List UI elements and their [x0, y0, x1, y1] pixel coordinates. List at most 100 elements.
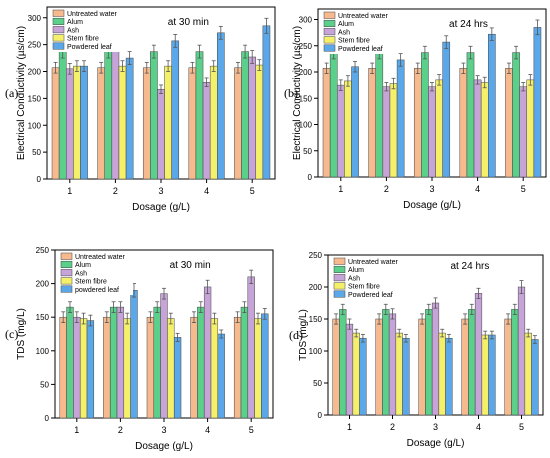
x-tick-label: 4: [475, 184, 480, 194]
bar-leaf: [351, 66, 359, 178]
legend-swatch: [52, 17, 65, 25]
bar-ash: [160, 293, 168, 419]
bar-alum: [329, 52, 338, 178]
bar-alum: [104, 51, 113, 180]
legend-swatch: [60, 277, 73, 285]
legend-swatch: [333, 290, 346, 298]
bar-ash: [345, 323, 354, 416]
bar-alum: [197, 306, 205, 419]
x-axis-label: Dosage (g/L): [135, 441, 193, 452]
x-tick-label: 4: [205, 425, 210, 435]
bar-untreated: [97, 67, 105, 180]
legend-label: Stem fibre: [75, 279, 107, 286]
bar-alum: [468, 309, 476, 416]
bar-untreated: [332, 318, 340, 416]
y-tick-label: 100: [36, 347, 50, 356]
bar-untreated: [459, 68, 468, 178]
x-tick-label: 5: [249, 425, 254, 435]
bar-untreated: [142, 67, 151, 180]
legend-swatch: [333, 282, 346, 290]
y-tick-label: 300: [28, 14, 42, 23]
x-axis-label: Dosage (g/L): [132, 202, 190, 213]
legend-label: Ash: [75, 270, 87, 277]
bar-alum: [512, 52, 520, 178]
y-tick-label: 250: [309, 251, 323, 260]
y-tick-label: 200: [36, 280, 50, 289]
bar-ash: [73, 316, 81, 419]
chart-panel-b: 0 50 100 150 200 250 300 1 2 3 4 5 Untreated waterAl…: [284, 8, 547, 211]
bar-stem: [210, 318, 219, 419]
bar-untreated: [504, 318, 512, 416]
y-tick-label: 50: [313, 379, 322, 388]
bar-ash: [517, 286, 526, 416]
panel-letter: (c): [5, 327, 18, 341]
x-tick-label: 3: [161, 425, 166, 435]
bar-ash: [65, 68, 74, 180]
y-tick-label: 0: [45, 414, 50, 423]
bar-untreated: [234, 67, 242, 180]
bar-stem: [389, 83, 398, 178]
legend-swatch: [333, 265, 346, 273]
y-tick-label: 200: [299, 68, 313, 77]
bar-untreated: [190, 316, 198, 419]
bar-stem: [123, 318, 131, 419]
bar-untreated: [59, 316, 67, 419]
y-tick-label: 0: [308, 173, 313, 182]
legend-label: Alum: [348, 267, 364, 274]
legend-label: Stem fibre: [348, 284, 380, 291]
bar-alum: [382, 309, 390, 416]
x-tick-label: 1: [338, 184, 343, 194]
bar-alum: [511, 309, 519, 416]
bar-stem: [526, 79, 535, 178]
legend-label: Ash: [67, 27, 79, 34]
x-tick-label: 1: [347, 422, 352, 432]
legend-label: Untreated water: [338, 13, 388, 20]
legend-swatch: [52, 34, 65, 42]
bar-untreated: [418, 318, 426, 416]
x-tick-label: 5: [250, 186, 255, 196]
bar-ash: [157, 88, 165, 180]
legend-label: Ash: [348, 275, 360, 282]
y-tick-label: 250: [299, 42, 313, 51]
y-tick-label: 0: [37, 175, 42, 184]
y-tick-label: 100: [299, 121, 313, 130]
x-tick-label: 5: [521, 184, 526, 194]
bar-ash: [382, 86, 391, 178]
panel-letter: (d): [289, 328, 303, 342]
bar-leaf: [396, 59, 405, 178]
legend-swatch: [323, 44, 336, 52]
bar-alum: [240, 306, 249, 419]
bar-leaf: [531, 339, 539, 416]
legend-label: Stem fibre: [338, 38, 370, 45]
bar-leaf: [261, 313, 269, 419]
time-annotation: at 30 min: [170, 260, 211, 271]
bar-ash: [111, 30, 120, 180]
legend-swatch: [60, 252, 73, 260]
bar-ash: [473, 79, 482, 178]
bar-untreated: [51, 67, 60, 180]
bar-untreated: [375, 318, 383, 416]
legend-label: Powdered leaf: [338, 46, 383, 53]
bar-alum: [109, 306, 118, 419]
bar-ash: [203, 286, 212, 419]
x-tick-label: 2: [384, 184, 389, 194]
bar-alum: [339, 309, 347, 416]
bar-leaf: [442, 41, 451, 178]
chart-panel-a: 0 50 100 150 200 250 300 1 2 3 4 5 Untreated waterAl…: [5, 6, 276, 213]
bar-stem: [481, 334, 489, 416]
bar-stem: [395, 332, 403, 416]
x-tick-label: 3: [429, 184, 434, 194]
legend-label: powdered leaf: [75, 287, 119, 294]
x-tick-label: 2: [118, 425, 123, 435]
bar-alum: [153, 306, 161, 419]
bar-leaf: [445, 337, 453, 416]
legend-label: Alum: [75, 262, 91, 269]
bar-stem: [73, 65, 81, 180]
bar-untreated: [103, 316, 111, 419]
bar-ash: [247, 276, 255, 419]
bar-leaf: [488, 334, 496, 416]
bar-untreated: [368, 68, 376, 178]
bar-ash: [428, 86, 436, 178]
bar-ash: [519, 86, 528, 178]
